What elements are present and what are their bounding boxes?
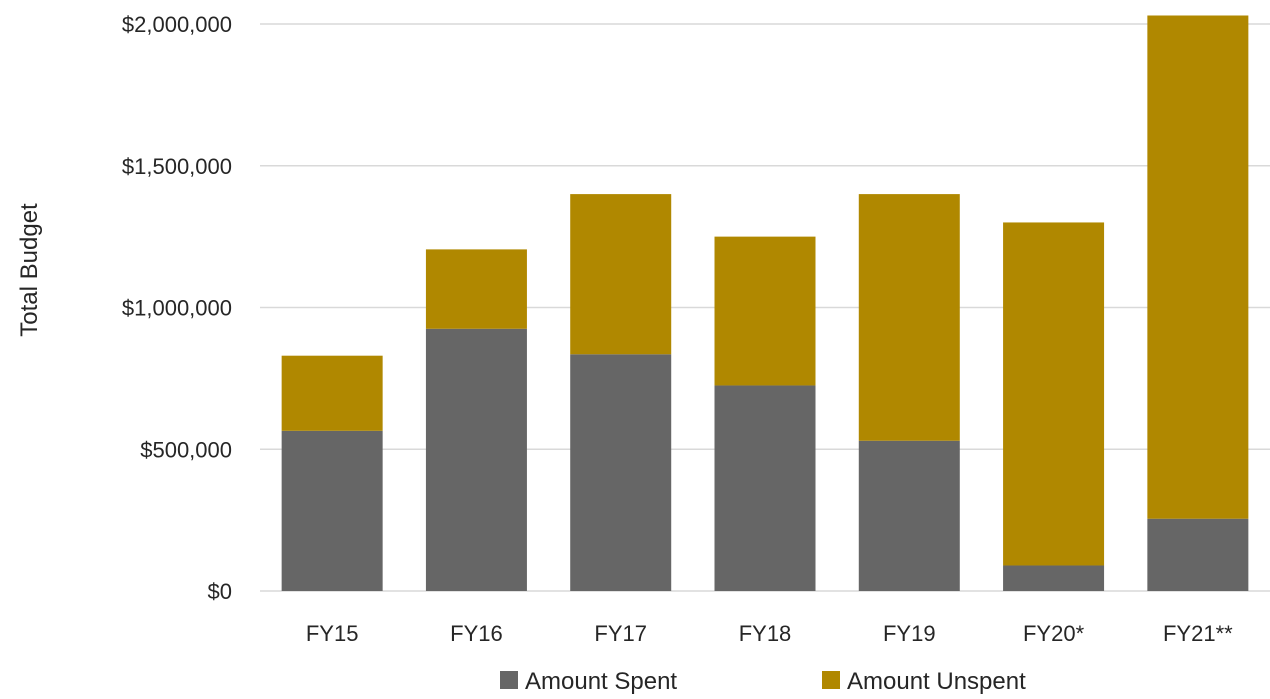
legend: Amount Spent Amount Unspent <box>500 668 1026 695</box>
x-tick-label: FY17 <box>594 621 647 646</box>
x-tick-label: FY16 <box>450 621 503 646</box>
legend-label: Amount Spent <box>525 668 677 695</box>
bar-segment <box>1003 222 1105 566</box>
bar-segment <box>1147 15 1249 519</box>
bar-segment <box>281 430 383 591</box>
y-axis-ticks: $0 $500,000 $1,000,000 $1,500,000 $2,000,000 <box>122 12 232 604</box>
y-tick-label: $1,000,000 <box>122 296 232 321</box>
bar-segment <box>425 328 527 591</box>
legend-label: Amount Unspent <box>847 668 1026 695</box>
bar-segment <box>425 249 527 329</box>
y-tick-label: $2,000,000 <box>122 12 232 37</box>
bar-segment <box>1003 565 1105 591</box>
bar-segment <box>281 355 383 431</box>
bar-segment <box>570 194 672 355</box>
x-axis-ticks: FY15 FY16 FY17 FY18 FY19 FY20* FY21** <box>306 621 1233 646</box>
y-tick-label: $500,000 <box>140 437 232 462</box>
x-tick-label: FY20* <box>1023 621 1085 646</box>
x-tick-label: FY15 <box>306 621 359 646</box>
bar-segment <box>570 354 672 591</box>
bar-segment <box>714 236 816 386</box>
bar-segment <box>858 194 960 441</box>
y-tick-label: $1,500,000 <box>122 154 232 179</box>
x-tick-label: FY18 <box>739 621 792 646</box>
x-tick-label: FY21** <box>1163 621 1233 646</box>
bar-segment <box>858 440 960 591</box>
x-tick-label: FY19 <box>883 621 936 646</box>
y-tick-label: $0 <box>208 579 232 604</box>
bar-segment <box>714 385 816 591</box>
legend-swatch <box>500 671 518 689</box>
y-axis-title: Total Budget <box>16 203 43 337</box>
bar-segment <box>1147 518 1249 591</box>
legend-swatch <box>822 671 840 689</box>
bars <box>281 15 1249 591</box>
